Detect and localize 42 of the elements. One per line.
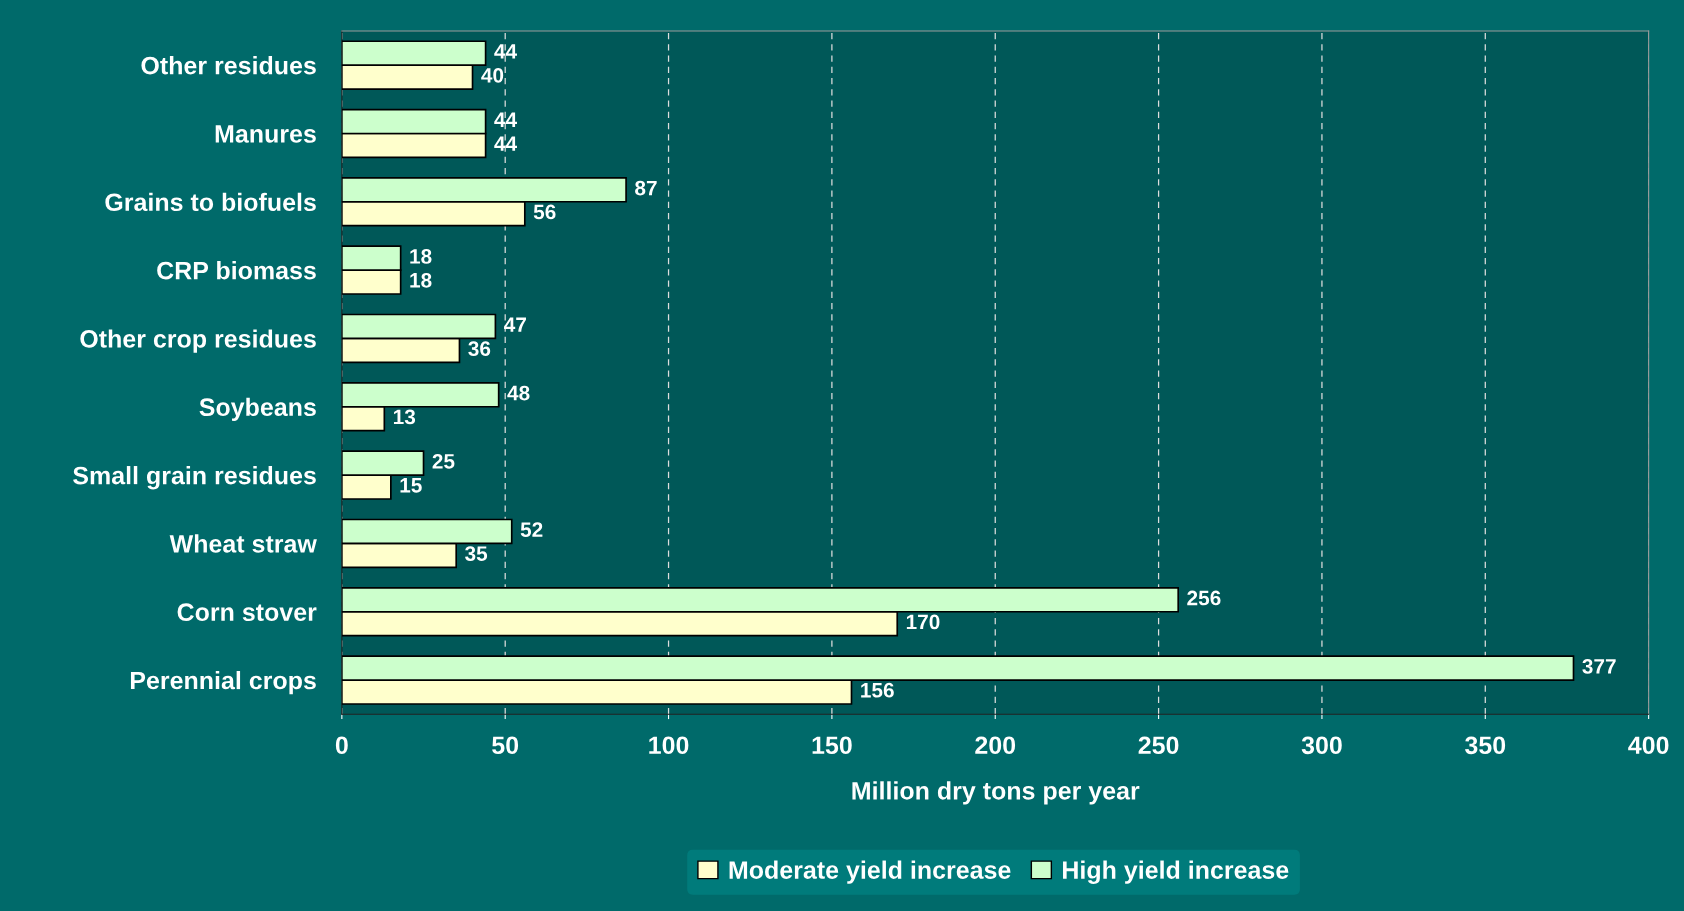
x-tick-label: 350	[1465, 736, 1506, 755]
data-label: 56	[533, 204, 556, 220]
data-label: 47	[504, 317, 526, 332]
data-label: 170	[906, 614, 940, 630]
y-tick-label: Grains to biofuels	[105, 192, 316, 212]
data-label: 44	[494, 112, 517, 127]
x-tick-label: 50	[492, 736, 519, 755]
data-label: 25	[432, 453, 455, 469]
data-label: 13	[393, 409, 416, 425]
data-label: 52	[520, 522, 543, 538]
data-label: 44	[494, 136, 517, 151]
y-tick-label: Manures	[215, 125, 316, 143]
data-label: 18	[410, 272, 432, 288]
x-tick-label: 0	[335, 736, 348, 755]
y-tick-label: Soybeans	[199, 397, 316, 422]
y-tick-label: CRP biomass	[157, 261, 316, 280]
data-label: 44	[494, 44, 517, 59]
data-label: 156	[861, 682, 894, 698]
data-label: 87	[635, 180, 657, 196]
data-label: 18	[410, 248, 432, 264]
x-tick-label: 150	[812, 736, 852, 755]
data-label: 40	[481, 67, 504, 83]
y-tick-label: Other residues	[141, 56, 316, 75]
legend-label: Moderate yield increase	[729, 860, 1011, 884]
x-tick-label: 100	[649, 736, 689, 755]
y-tick-label: Other crop residues	[80, 329, 316, 353]
data-label: 377	[1582, 658, 1616, 674]
data-label: 35	[465, 546, 488, 561]
data-label: 256	[1187, 590, 1221, 606]
x-tick-label: 300	[1301, 736, 1342, 755]
x-tick-label: 250	[1138, 736, 1179, 755]
data-label: 15	[400, 478, 422, 493]
data-label: 48	[507, 385, 530, 401]
legend-label: High yield increase	[1063, 860, 1289, 884]
x-tick-label: 400	[1628, 736, 1669, 755]
y-tick-label: Small grain residues	[73, 466, 316, 490]
y-tick-label: Corn stover	[177, 603, 317, 622]
y-tick-label: Wheat straw	[169, 534, 317, 553]
x-axis-title: Million dry tons per year	[852, 781, 1140, 805]
data-label: 36	[468, 341, 491, 357]
x-tick-label: 200	[975, 736, 1016, 755]
y-tick-label: Perennial crops	[130, 671, 316, 695]
